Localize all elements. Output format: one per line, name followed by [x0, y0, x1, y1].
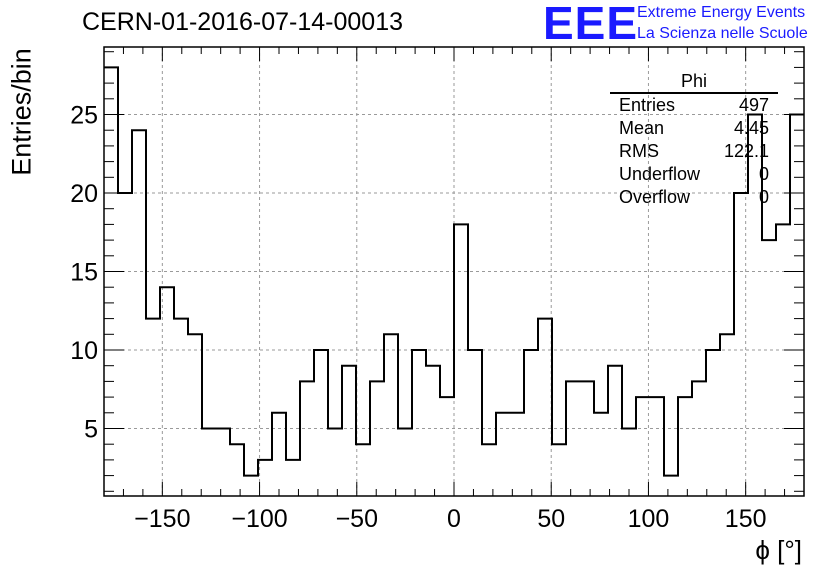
x-axis-label: ϕ [°]: [755, 535, 802, 565]
stats-value: 122.1: [723, 141, 769, 161]
tick-labels: −150 −100 −50 0 50 100 150 5 10 15 20 25: [70, 102, 766, 533]
stats-value: 4.45: [733, 118, 769, 138]
axis-ticks: [104, 47, 805, 496]
stats-box: Phi Entries 497 Mean 4.45 RMS 122.1 Unde…: [610, 70, 778, 209]
stats-row: Entries 497: [610, 94, 778, 117]
plot-frame: [103, 46, 805, 497]
stats-value: 497: [738, 95, 769, 115]
stats-value: 0: [758, 187, 769, 207]
stats-value: 0: [758, 164, 769, 184]
y-tick-label: 20: [70, 180, 98, 208]
y-tick-label: 10: [70, 337, 98, 365]
stats-label: Overflow: [619, 187, 691, 207]
x-tick-label: 0: [447, 505, 461, 533]
eee-logo: EEE: [543, 0, 639, 49]
stats-label: Underflow: [619, 164, 701, 184]
y-axis-label: Entries/bin: [6, 48, 37, 176]
x-tick-label: −50: [336, 505, 378, 533]
histogram-line: [104, 66, 804, 477]
stats-label: Mean: [619, 118, 665, 138]
stats-row: Underflow 0: [610, 163, 778, 186]
stats-label: Entries: [619, 95, 676, 115]
x-tick-label: 50: [537, 505, 565, 533]
stats-label: RMS: [619, 141, 659, 161]
y-tick-label: 25: [70, 102, 98, 130]
x-tick-label: −150: [134, 505, 190, 533]
chart-title: CERN-01-2016-07-14-00013: [82, 8, 404, 36]
stats-row: Mean 4.45: [610, 117, 778, 140]
x-tick-label: −100: [231, 505, 287, 533]
stats-row: Overflow 0: [610, 186, 778, 209]
stats-row: RMS 122.1: [610, 140, 778, 163]
logo-caption-line1: Extreme Energy Events: [637, 4, 806, 21]
y-tick-label: 5: [84, 415, 98, 443]
x-tick-label: 100: [628, 505, 670, 533]
y-tick-label: 15: [70, 259, 98, 287]
stats-title: Phi: [610, 70, 778, 94]
logo-caption-line2: La Scienza nelle Scuole: [637, 25, 808, 42]
x-tick-label: 150: [725, 505, 767, 533]
